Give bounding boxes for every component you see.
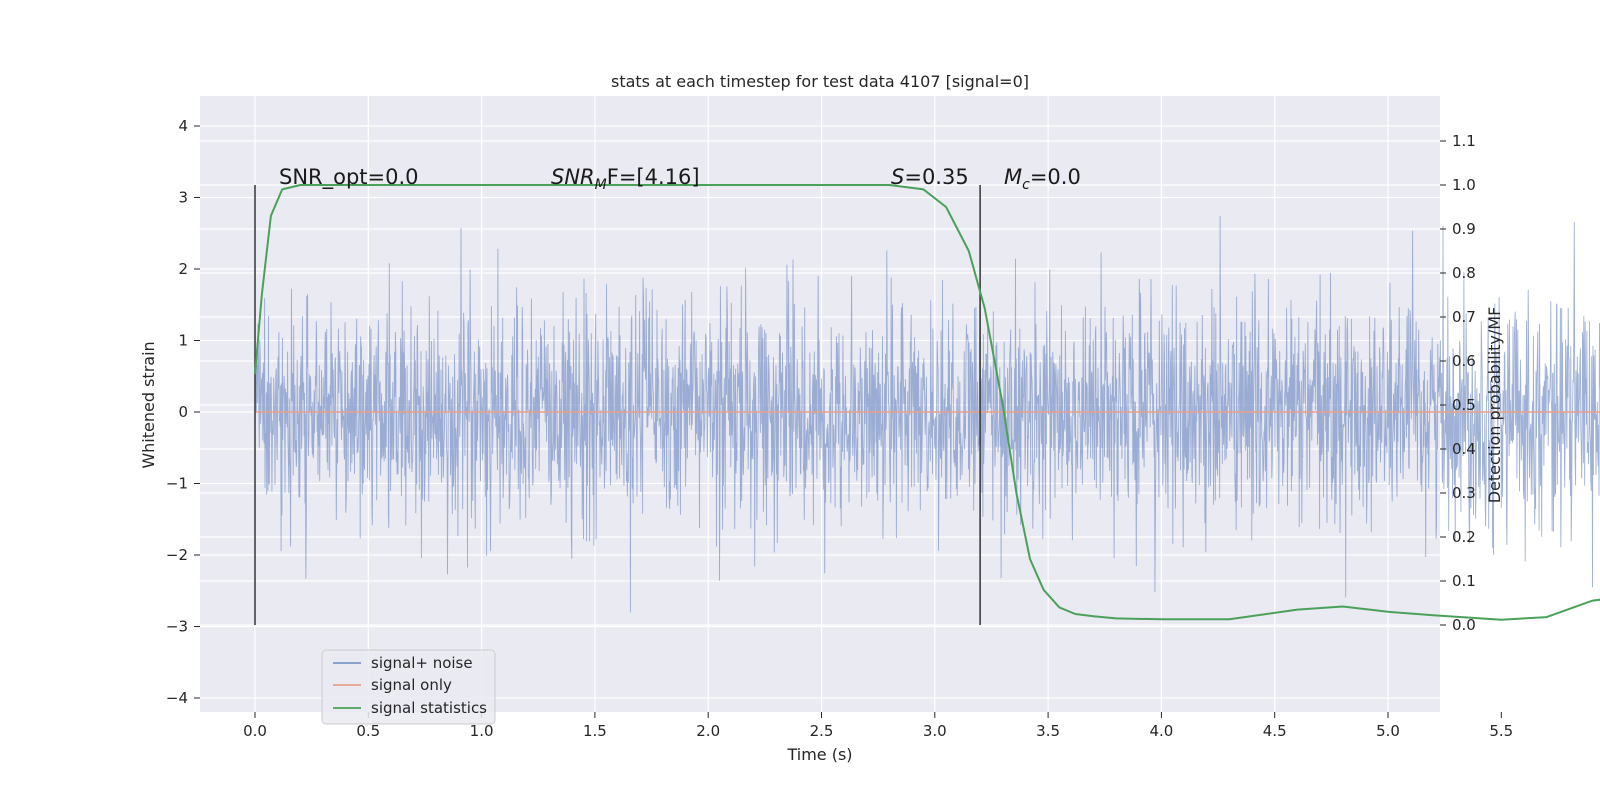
y-right-tick-label: 1.0: [1452, 176, 1476, 194]
annotation-snr-mf-main: SNR: [551, 165, 595, 189]
x-tick-label: 5.0: [1376, 722, 1400, 740]
x-tick-label: 3.0: [923, 722, 947, 740]
x-tick-label: 0.5: [356, 722, 380, 740]
y-left-tick-label: −4: [166, 689, 188, 707]
statistics-line: [254, 184, 1600, 621]
annotation-mc-sub: c: [1022, 177, 1030, 193]
y-left-tick-label: 3: [178, 189, 188, 207]
y-right-axis-label: Detection probability/MF: [1485, 307, 1504, 504]
x-tick-label: 0.0: [243, 722, 267, 740]
annotation-snr-mf-rest: F=[4.16]: [607, 165, 700, 189]
y-right-tick-label: 0.8: [1452, 264, 1476, 282]
y-right-tick-label: 0.7: [1452, 308, 1476, 326]
annotation-snr-mf-sub: M: [595, 177, 607, 193]
y-left-tick-label: −3: [166, 618, 188, 636]
legend-label-signal: signal only: [371, 676, 452, 694]
y-left-tick-label: 1: [178, 332, 188, 350]
legend: signal+ noise signal only signal statist…: [321, 649, 496, 725]
y-right-tick-label: 1.1: [1452, 132, 1476, 150]
y-left-tick-label: −2: [166, 546, 188, 564]
x-tick-label: 5.5: [1489, 722, 1513, 740]
y-left-ticks: 4 3 2 1 0 −1 −2 −3 −4: [166, 117, 200, 707]
annotation-s: S=0.35: [891, 165, 969, 189]
annotation-snr-mf: SNRMF=[4.16]: [551, 165, 700, 193]
y-right-tick-label: 0.3: [1452, 484, 1476, 502]
legend-box: [321, 649, 496, 725]
vertical-markers: [254, 185, 981, 625]
annotation-s-label: S: [891, 165, 904, 189]
y-right-ticks: 1.1 1.0 0.9 0.8 0.7 0.6 0.5 0.4 0.3 0.2 0.1 0.0: [1440, 132, 1476, 634]
annotation-s-value: =0.35: [904, 165, 968, 189]
annotation-mc-value: =0.0: [1030, 165, 1081, 189]
legend-label-noise: signal+ noise: [371, 654, 473, 672]
x-ticks: 0.00.51.01.52.02.53.03.54.04.55.05.56.06…: [243, 712, 1513, 740]
y-right-tick-label: 0.5: [1452, 396, 1476, 414]
y-right-tick-label: 0.9: [1452, 220, 1476, 238]
x-tick-label: 1.0: [470, 722, 494, 740]
y-left-tick-label: 4: [178, 117, 188, 135]
annotation-mc-label: M: [1004, 165, 1022, 189]
statistics-series: [254, 184, 1600, 621]
noise-series: [254, 215, 1600, 613]
x-tick-label: 1.5: [583, 722, 607, 740]
annotation-snr-opt: SNR_opt=0.0: [279, 165, 419, 190]
noise-line: [254, 215, 1600, 613]
x-tick-label: 4.0: [1149, 722, 1173, 740]
y-left-axis-label: Whitened strain: [139, 341, 158, 468]
y-right-tick-label: 0.4: [1452, 440, 1476, 458]
legend-label-statistics: signal statistics: [371, 699, 487, 717]
x-axis-label: Time (s): [786, 745, 852, 764]
y-right-tick-label: 0.6: [1452, 352, 1476, 370]
y-left-tick-label: 2: [178, 260, 188, 278]
chart-title: stats at each timestep for test data 410…: [611, 72, 1029, 91]
y-right-tick-label: 0.1: [1452, 572, 1476, 590]
x-tick-label: 4.5: [1263, 722, 1287, 740]
annotation-mc: Mc=0.0: [1004, 165, 1081, 193]
x-tick-label: 2.0: [696, 722, 720, 740]
y-right-tick-label: 0.2: [1452, 528, 1476, 546]
x-tick-label: 2.5: [810, 722, 834, 740]
y-left-tick-label: −1: [166, 475, 188, 493]
y-right-tick-label: 0.0: [1452, 616, 1476, 634]
y-left-tick-label: 0: [178, 403, 188, 421]
x-tick-label: 3.5: [1036, 722, 1060, 740]
